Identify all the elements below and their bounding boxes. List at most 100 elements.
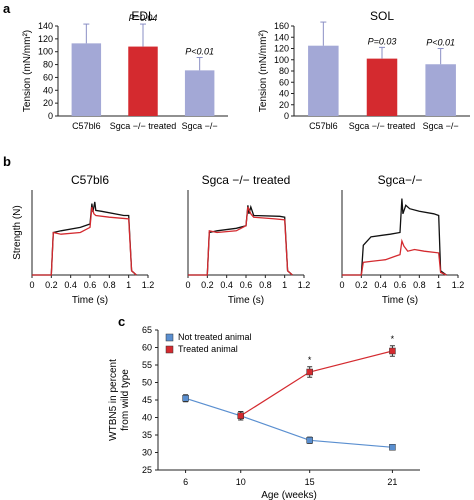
edl-bar-chart: 0 20 40 60 80 100 120 140 EDL Tension (mN/mm²) C57… [22,9,228,131]
y-tick-label: 80 [43,60,53,70]
bar [366,58,398,116]
bar [184,70,215,116]
y-axis-label-line: from wild type [120,369,131,431]
series-line [185,397,393,448]
y-tick-label: 35 [142,430,152,440]
bar [425,64,456,116]
legend-label: Not treated animal [178,332,252,342]
bar [128,46,158,117]
x-tick-label: 1 [126,280,131,290]
chart-title: C57bl6 [71,173,109,187]
x-tick-label: 0.4 [220,280,233,290]
chart-title: Sgca−/− [378,173,423,187]
x-axis-label: Time (s) [228,295,264,306]
y-tick-label: 55 [142,360,152,370]
x-tick-label: Sgca −/− treated [349,121,416,131]
y-tick-label: 65 [142,325,152,335]
y-tick-label: 120 [38,34,53,44]
y-axis-label-line: WTBN5 in percent [108,359,119,441]
y-tick-label: 60 [43,72,53,82]
trace-line [188,206,293,276]
x-tick-label: Sgca −/− [423,121,459,131]
p-value-label: P<0.01 [426,38,455,48]
x-tick-label: Sgca −/− treated [110,121,177,131]
x-tick-label: 1.2 [452,280,465,290]
y-tick-label: 40 [279,89,289,99]
legend-label: Treated animal [178,344,238,354]
data-point [306,437,313,444]
x-tick-label: 0.8 [103,280,116,290]
x-axis-label: Time (s) [382,295,418,306]
data-point [237,412,244,419]
y-tick-label: 160 [274,21,289,31]
chart-title: EDL [131,9,155,23]
chart-title: SOL [370,9,394,23]
x-axis-label: Time (s) [72,295,108,306]
trace-line [342,238,447,276]
y-tick-label: 100 [274,55,289,65]
y-tick-label: 40 [142,413,152,423]
series-line [240,350,393,417]
y-tick-label: 45 [142,395,152,405]
x-tick-label: 0 [339,280,344,290]
x-tick-label: 6 [183,477,188,487]
y-tick-label: 30 [142,448,152,458]
trace-line [342,198,447,276]
x-tick-label: 0 [29,280,34,290]
x-axis-label: Age (weeks) [261,490,317,500]
x-tick-label: C57bl6 [309,121,338,131]
p-value-label: P=0.03 [368,36,397,46]
panel-b-letter: b [3,154,11,169]
y-tick-label: 120 [274,44,289,54]
x-tick-label: 1 [436,280,441,290]
y-tick-label: 25 [142,465,152,475]
y-tick-label: 20 [279,100,289,110]
x-tick-label: 0.2 [201,280,214,290]
x-tick-label: 0.8 [413,280,426,290]
x-tick-label: 1.2 [298,280,311,290]
significance-marker: * [391,334,395,344]
bar [308,45,339,116]
x-tick-label: 0.4 [374,280,387,290]
x-tick-label: 0.6 [84,280,97,290]
legend-swatch [165,345,174,354]
y-tick-label: 40 [43,85,53,95]
y-tick-label: 0 [48,111,53,121]
y-axis-label: Strength (N) [12,205,23,259]
y-tick-label: 80 [279,66,289,76]
x-tick-label: 10 [236,477,246,487]
x-tick-label: 0.2 [355,280,368,290]
panel-a-letter: a [3,1,11,16]
trace-line [32,206,137,276]
x-tick-label: 0.2 [45,280,58,290]
x-tick-label: 0 [185,280,190,290]
x-tick-label: 0.6 [394,280,407,290]
x-tick-label: 0.6 [240,280,253,290]
x-tick-label: 1.2 [142,280,155,290]
x-tick-label: 1 [282,280,287,290]
x-tick-label: 0.4 [64,280,77,290]
data-point [306,368,313,376]
data-point [389,347,396,355]
legend-swatch [165,333,174,342]
x-tick-label: C57bl6 [72,121,101,131]
data-point [389,444,396,451]
x-tick-label: 15 [305,477,315,487]
p-value-label: P<0.01 [185,47,214,57]
data-point [182,395,189,402]
y-tick-label: 60 [142,343,152,353]
sgca-trace-chart: 0 0.2 0.4 0.6 0.8 1 1.2 Sgca−/− Time (s) [339,173,464,306]
x-tick-label: Sgca −/− [182,121,218,131]
y-tick-label: 100 [38,47,53,57]
trace-line [188,204,293,276]
c57bl6-trace-chart: 0 0.2 0.4 0.6 0.8 1 1.2 C57bl6 Time (s) Strength … [12,173,154,306]
significance-marker: * [308,355,312,365]
y-tick-label: 20 [43,98,53,108]
x-tick-label: 0.8 [259,280,272,290]
chart-title: Sgca −/− treated [202,173,291,187]
y-tick-label: 50 [142,378,152,388]
y-tick-label: 0 [284,111,289,121]
trace-line [32,201,137,276]
